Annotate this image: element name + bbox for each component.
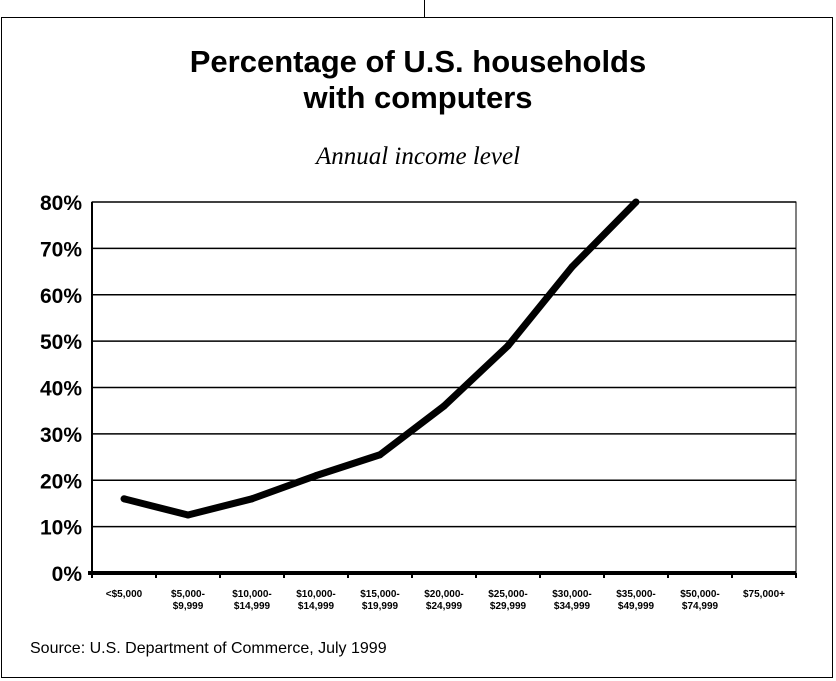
x-tick-label: $20,000- [424, 589, 463, 600]
chart-subtitle: Annual income level [315, 143, 521, 170]
x-tick-label: $35,000- [616, 589, 655, 600]
x-tick-label: $25,000- [488, 589, 527, 600]
data-point [568, 263, 576, 271]
data-point [440, 402, 448, 410]
y-tick-label: 40% [40, 378, 82, 401]
y-tick-label: 10% [40, 517, 82, 540]
y-tick-label: 0% [52, 563, 83, 586]
data-point [504, 342, 512, 350]
chart-title: Percentage of U.S. households with compu… [0, 44, 836, 116]
x-tick-label: $10,000- [296, 589, 335, 600]
x-tick-label: $29,999 [490, 601, 527, 612]
source-note: Source: U.S. Department of Commerce, Jul… [30, 640, 387, 657]
y-tick-label: 20% [40, 470, 82, 493]
x-tick-label: $49,999 [618, 601, 655, 612]
chart-title-line-1: Percentage of U.S. households [189, 44, 647, 79]
x-tick-label: $24,999 [426, 601, 463, 612]
data-point [312, 472, 320, 480]
x-tick-label: $9,999 [173, 601, 204, 612]
data-point [184, 511, 192, 519]
data-point [632, 198, 640, 206]
data-point [248, 495, 256, 503]
data-point [120, 495, 128, 503]
x-tick-label: $5,000- [171, 589, 205, 600]
x-tick-label: $75,000+ [743, 589, 785, 600]
x-tick-label: $10,000- [232, 589, 271, 600]
y-tick-label: 50% [40, 331, 82, 354]
y-tick-label: 80% [40, 192, 82, 215]
chart-frame [1, 17, 833, 678]
y-tick-label: 30% [40, 424, 82, 447]
y-tick-label: 70% [40, 238, 82, 261]
top-divider-tick [424, 0, 425, 18]
x-tick-label: $15,000- [360, 589, 399, 600]
chart-title-line-2: with computers [303, 80, 533, 115]
y-tick-label: 60% [40, 285, 82, 308]
x-tick-label: $14,999 [234, 601, 271, 612]
x-tick-label: <$5,000 [106, 589, 143, 600]
data-point [376, 451, 384, 459]
x-tick-label: $14,999 [298, 601, 335, 612]
x-tick-label: $19,999 [362, 601, 399, 612]
x-tick-label: $34,999 [554, 601, 591, 612]
x-tick-label: $30,000- [552, 589, 591, 600]
x-tick-label: $50,000- [680, 589, 719, 600]
x-tick-label: $74,999 [682, 601, 719, 612]
